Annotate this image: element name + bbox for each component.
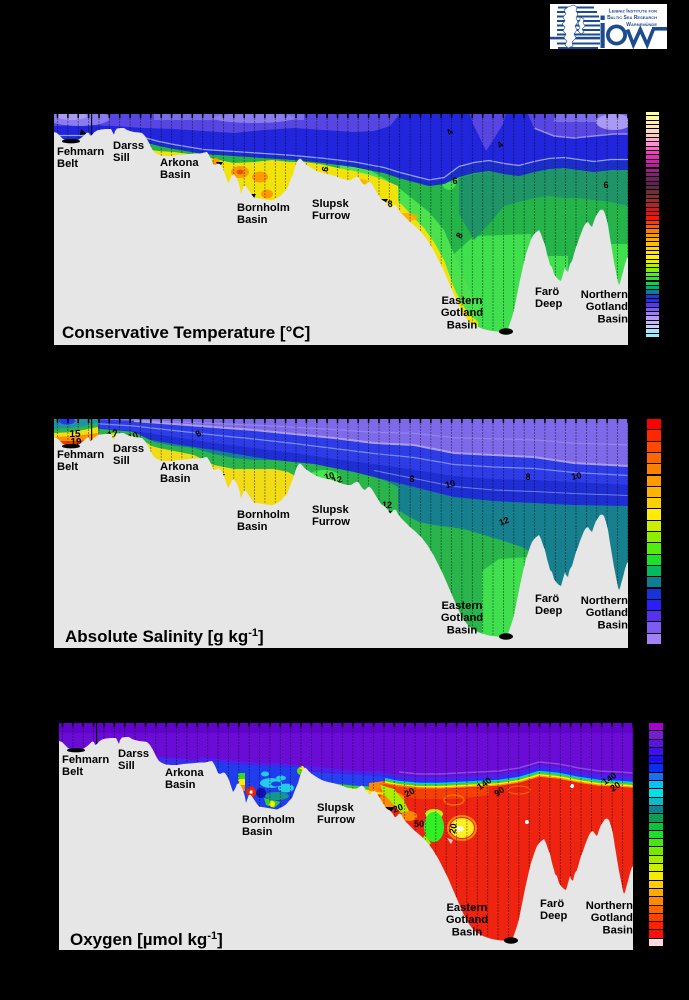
svg-text:Slupsk: Slupsk	[312, 504, 349, 516]
svg-text:Farö: Farö	[540, 898, 564, 910]
svg-text:Eastern: Eastern	[441, 295, 482, 307]
svg-text:Northern: Northern	[586, 900, 633, 912]
svg-text:Warnemünde: Warnemünde	[626, 22, 657, 28]
svg-text:Fehmarn: Fehmarn	[62, 754, 109, 766]
svg-text:Basin: Basin	[160, 169, 191, 181]
svg-text:Eastern: Eastern	[446, 902, 487, 914]
svg-text:Basin: Basin	[237, 521, 268, 533]
svg-text:Gotland: Gotland	[586, 607, 628, 619]
svg-text:Northern: Northern	[581, 595, 628, 607]
svg-text:Darss: Darss	[113, 140, 144, 152]
svg-text:Bornholm: Bornholm	[237, 202, 290, 214]
svg-text:Slupsk: Slupsk	[317, 802, 354, 814]
svg-text:8: 8	[193, 428, 203, 439]
svg-text:Darss: Darss	[118, 748, 149, 760]
svg-text:Arkona: Arkona	[160, 461, 199, 473]
svg-text:Deep: Deep	[540, 910, 568, 922]
svg-text:8: 8	[525, 472, 530, 482]
svg-text:Belt: Belt	[62, 766, 83, 778]
svg-text:Bornholm: Bornholm	[237, 509, 290, 521]
svg-text:Basin: Basin	[160, 473, 191, 485]
svg-text:Bornholm: Bornholm	[242, 814, 295, 826]
svg-text:Basin: Basin	[242, 826, 273, 838]
svg-text:20: 20	[403, 786, 417, 800]
svg-text:Gotland: Gotland	[446, 914, 488, 926]
svg-text:Basin: Basin	[452, 926, 483, 938]
svg-text:12: 12	[498, 515, 511, 528]
svg-text:Basin: Basin	[603, 924, 633, 936]
svg-text:Arkona: Arkona	[160, 157, 199, 169]
svg-text:Conservative Temperature [°C]: Conservative Temperature [°C]	[62, 323, 310, 342]
svg-text:10: 10	[444, 478, 456, 490]
svg-text:Arkona: Arkona	[165, 767, 204, 779]
svg-text:20: 20	[608, 780, 622, 794]
svg-text:Darss: Darss	[113, 443, 144, 455]
svg-text:Fehmarn: Fehmarn	[57, 146, 104, 158]
svg-text:Basin: Basin	[598, 619, 628, 631]
svg-text:Gotland: Gotland	[441, 612, 483, 624]
svg-text:Belt: Belt	[57, 461, 78, 473]
svg-text:Basin: Basin	[447, 624, 478, 636]
svg-text:15: 15	[69, 429, 81, 440]
svg-text:Deep: Deep	[535, 605, 563, 617]
svg-text:Sill: Sill	[113, 455, 130, 467]
svg-text:6: 6	[603, 180, 608, 190]
svg-text:90: 90	[492, 785, 506, 799]
svg-text:6: 6	[320, 166, 331, 173]
svg-text:Basin: Basin	[237, 214, 268, 226]
svg-text:Leibniz Institute for: Leibniz Institute for	[609, 9, 657, 15]
svg-text:Farö: Farö	[535, 286, 559, 298]
svg-text:Basin: Basin	[447, 319, 478, 331]
svg-text:Farö: Farö	[535, 593, 559, 605]
svg-text:6: 6	[452, 176, 457, 186]
svg-text:Deep: Deep	[535, 298, 563, 310]
svg-text:50: 50	[414, 819, 424, 829]
svg-text:Gotland: Gotland	[441, 307, 483, 319]
svg-text:Basin: Basin	[598, 313, 628, 325]
svg-text:Fehmarn: Fehmarn	[57, 449, 104, 461]
svg-text:Absolute Salinity [g kg-1]: Absolute Salinity [g kg-1]	[65, 627, 264, 646]
svg-text:20: 20	[447, 823, 459, 835]
svg-text:Furrow: Furrow	[312, 210, 350, 222]
svg-text:Sill: Sill	[118, 760, 135, 772]
svg-text:Eastern: Eastern	[441, 600, 482, 612]
svg-text:Baltic Sea Research: Baltic Sea Research	[607, 15, 657, 21]
svg-text:Gotland: Gotland	[591, 912, 633, 924]
svg-text:Basin: Basin	[165, 779, 196, 791]
svg-text:Oxygen [µmol kg-1]: Oxygen [µmol kg-1]	[70, 930, 223, 949]
svg-text:8: 8	[409, 474, 414, 484]
svg-text:Northern: Northern	[581, 289, 628, 301]
svg-text:20: 20	[392, 802, 405, 815]
svg-text:4: 4	[495, 139, 505, 150]
svg-text:Furrow: Furrow	[312, 516, 350, 528]
svg-text:Belt: Belt	[57, 158, 78, 170]
svg-text:19: 19	[70, 437, 82, 448]
svg-text:8: 8	[454, 231, 465, 240]
svg-text:8: 8	[387, 199, 392, 209]
svg-text:10: 10	[571, 470, 583, 482]
svg-text:Sill: Sill	[113, 152, 130, 164]
svg-text:Gotland: Gotland	[586, 301, 628, 313]
svg-text:Furrow: Furrow	[317, 814, 355, 826]
svg-text:4: 4	[444, 127, 455, 137]
svg-text:Slupsk: Slupsk	[312, 198, 349, 210]
svg-text:12: 12	[382, 500, 392, 510]
